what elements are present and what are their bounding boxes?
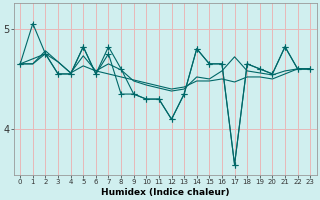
X-axis label: Humidex (Indice chaleur): Humidex (Indice chaleur) [101, 188, 229, 197]
